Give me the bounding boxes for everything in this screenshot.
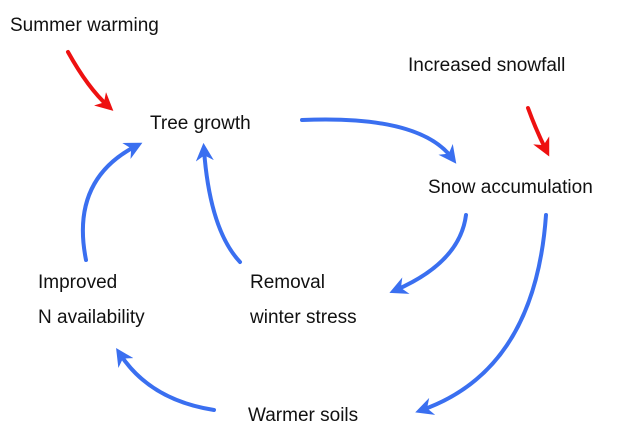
feedback-arrow xyxy=(389,213,468,294)
node-label: Improved xyxy=(38,272,117,293)
node-label: Warmer soils xyxy=(248,405,358,426)
feedback-arrow xyxy=(195,142,242,264)
driver-arrow xyxy=(66,50,114,111)
node-label: winter stress xyxy=(249,307,357,328)
node-label: Snow accumulation xyxy=(428,177,593,198)
feedback-arrow xyxy=(116,347,216,412)
feedback-arrow xyxy=(300,117,457,164)
driver-arrow xyxy=(526,106,550,157)
node-label: Removal xyxy=(250,272,325,293)
node-label: Tree growth xyxy=(150,113,251,134)
feedback-arrow xyxy=(415,213,548,415)
node-label: Increased snowfall xyxy=(408,55,565,76)
feedback-arrow xyxy=(80,142,143,262)
node-label: N availability xyxy=(38,307,145,328)
node-label: Summer warming xyxy=(10,15,159,36)
